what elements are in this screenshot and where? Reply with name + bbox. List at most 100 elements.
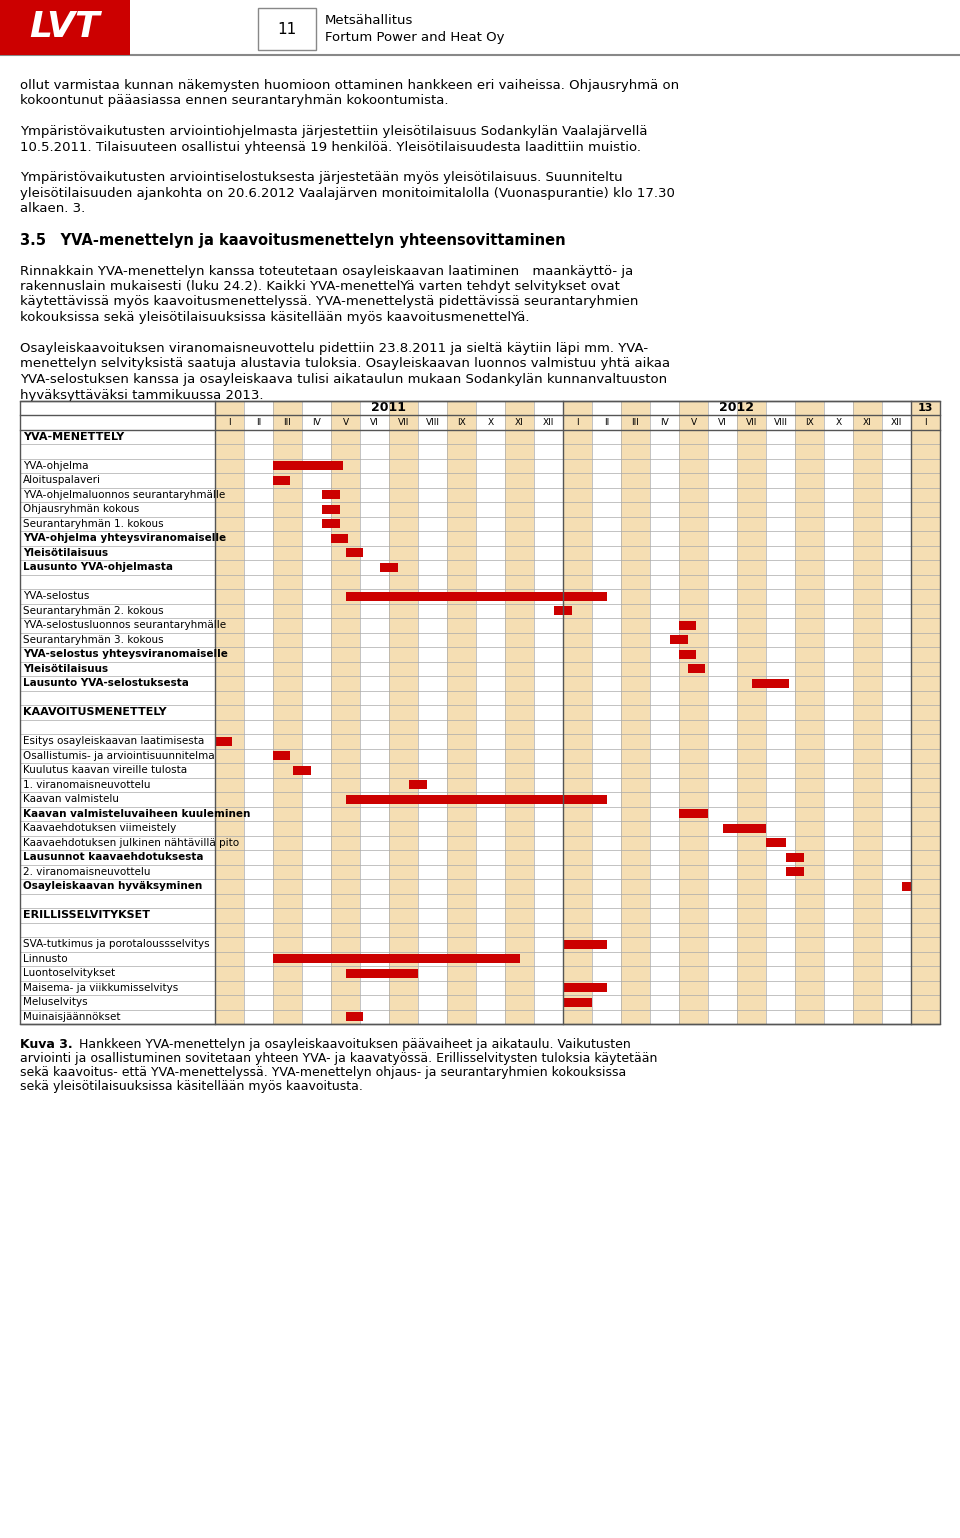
- Bar: [650, 400, 679, 1024]
- Bar: [911, 400, 940, 1024]
- Text: YVA-ohjelma yhteysviranomaiselle: YVA-ohjelma yhteysviranomaiselle: [23, 534, 227, 543]
- Bar: [360, 400, 389, 1024]
- Text: VI: VI: [718, 418, 727, 426]
- Text: 10.5.2011. Tilaisuuteen osallistui yhteensä 19 henkilöä. Yleisötilaisuudesta laa: 10.5.2011. Tilaisuuteen osallistui yhtee…: [20, 140, 641, 154]
- Text: 2. viranomaisneuvottelu: 2. viranomaisneuvottelu: [23, 867, 151, 877]
- Text: Aloituspalaveri: Aloituspalaveri: [23, 475, 101, 486]
- Text: VII: VII: [397, 418, 409, 426]
- Bar: [302, 400, 331, 1024]
- Text: Seurantaryhmän 3. kokous: Seurantaryhmän 3. kokous: [23, 635, 163, 644]
- Bar: [323, 518, 340, 529]
- Text: Osayleiskaavoituksen viranomaisneuvottelu pidettiin 23.8.2011 ja sieltä käytiin : Osayleiskaavoituksen viranomaisneuvottel…: [20, 341, 648, 355]
- Text: Yleisötilaisuus: Yleisötilaisuus: [23, 664, 108, 674]
- Bar: [409, 780, 426, 789]
- Bar: [273, 954, 519, 963]
- Text: Luontoselvitykset: Luontoselvitykset: [23, 969, 115, 978]
- Text: XII: XII: [891, 418, 902, 426]
- Text: kokoontunut pääasiassa ennen seurantaryhmän kokoontumista.: kokoontunut pääasiassa ennen seurantaryh…: [20, 94, 448, 108]
- Text: YVA-selostus yhteysviranomaiselle: YVA-selostus yhteysviranomaiselle: [23, 649, 228, 660]
- Text: I: I: [228, 418, 230, 426]
- Text: käytettävissä myös kaavoitusmenettelyssä. YVA-menettelystä pidettävissä seuranta: käytettävissä myös kaavoitusmenettelyssä…: [20, 295, 638, 309]
- Text: Kuva 3.: Kuva 3.: [20, 1038, 73, 1050]
- Bar: [679, 400, 708, 1024]
- Bar: [795, 400, 824, 1024]
- Text: XI: XI: [516, 418, 524, 426]
- Bar: [554, 606, 572, 615]
- Bar: [853, 400, 882, 1024]
- Text: Ohjausryhmän kokous: Ohjausryhmän kokous: [23, 504, 139, 514]
- Bar: [687, 664, 705, 674]
- Bar: [215, 400, 244, 1024]
- Bar: [563, 940, 607, 949]
- Text: Lausunto YVA-selostuksesta: Lausunto YVA-selostuksesta: [23, 678, 189, 687]
- Bar: [323, 491, 340, 500]
- Text: IV: IV: [312, 418, 321, 426]
- Text: YVA-selostus: YVA-selostus: [23, 591, 89, 601]
- Text: sekä kaavoitus- että YVA-menettelyssä. YVA-menettelyn ohjaus- ja seurantaryhmien: sekä kaavoitus- että YVA-menettelyssä. Y…: [20, 1066, 626, 1080]
- Text: IX: IX: [805, 418, 814, 426]
- Text: Kuulutus kaavan vireille tulosta: Kuulutus kaavan vireille tulosta: [23, 766, 187, 775]
- Text: 3.5 YVA-menettelyn ja kaavoitusmenettelyn yhteensovittaminen: 3.5 YVA-menettelyn ja kaavoitusmenettely…: [20, 234, 565, 249]
- Text: Linnusto: Linnusto: [23, 954, 67, 964]
- Bar: [273, 475, 290, 484]
- Bar: [679, 809, 708, 818]
- Text: Ympäristövaikutusten arviointiohjelmasta järjestettiin yleisötilaisuus Sodankylä: Ympäristövaikutusten arviointiohjelmasta…: [20, 125, 647, 138]
- Text: II: II: [256, 418, 261, 426]
- Bar: [592, 400, 621, 1024]
- Bar: [273, 461, 343, 471]
- Bar: [737, 400, 766, 1024]
- Text: 11: 11: [277, 22, 297, 37]
- Text: I: I: [924, 418, 926, 426]
- Bar: [258, 8, 316, 51]
- Text: YVA-ohjelmaluonnos seurantaryhmälle: YVA-ohjelmaluonnos seurantaryhmälle: [23, 489, 226, 500]
- Text: Muinaisjäännökset: Muinaisjäännökset: [23, 1012, 121, 1021]
- Bar: [418, 400, 447, 1024]
- Text: VII: VII: [746, 418, 757, 426]
- Bar: [323, 504, 340, 514]
- Text: kokouksissa sekä yleisötilaisuuksissa käsitellään myös kaavoitusmenettelYä.: kokouksissa sekä yleisötilaisuuksissa kä…: [20, 311, 530, 325]
- Text: Kaavan valmistelu: Kaavan valmistelu: [23, 794, 119, 804]
- Bar: [670, 635, 687, 644]
- Text: Kaavaehdotuksen julkinen nähtävillä pito: Kaavaehdotuksen julkinen nähtävillä pito: [23, 838, 239, 847]
- Text: sekä yleisötilaisuuksissa käsitellään myös kaavoitusta.: sekä yleisötilaisuuksissa käsitellään my…: [20, 1080, 363, 1094]
- Text: I: I: [576, 418, 579, 426]
- Text: arviointi ja osallistuminen sovitetaan yhteen YVA- ja kaavatyössä. Erillisselvit: arviointi ja osallistuminen sovitetaan y…: [20, 1052, 658, 1064]
- Text: XII: XII: [542, 418, 554, 426]
- Bar: [766, 400, 795, 1024]
- Bar: [346, 969, 418, 978]
- Text: XI: XI: [863, 418, 872, 426]
- Text: VIII: VIII: [774, 418, 787, 426]
- Text: Maisema- ja viikkumisselvitys: Maisema- ja viikkumisselvitys: [23, 983, 179, 992]
- Bar: [389, 400, 418, 1024]
- Text: III: III: [283, 418, 292, 426]
- Bar: [723, 823, 766, 834]
- Bar: [346, 548, 363, 557]
- Text: Esitys osayleiskaavan laatimisesta: Esitys osayleiskaavan laatimisesta: [23, 737, 204, 746]
- Text: Yleisötilaisuus: Yleisötilaisuus: [23, 548, 108, 558]
- Bar: [20, 400, 940, 1024]
- Bar: [346, 1012, 363, 1021]
- Text: Lausunto YVA-ohjelmasta: Lausunto YVA-ohjelmasta: [23, 563, 173, 572]
- Text: Seurantaryhmän 1. kokous: Seurantaryhmän 1. kokous: [23, 518, 163, 529]
- Text: yleisötilaisuuden ajankohta on 20.6.2012 Vaalajärven monitoimitalolla (Vuonaspur: yleisötilaisuuden ajankohta on 20.6.2012…: [20, 188, 675, 200]
- Bar: [902, 881, 911, 891]
- Text: YVA-ohjelma: YVA-ohjelma: [23, 461, 88, 471]
- Text: YVA-MENETTELY: YVA-MENETTELY: [23, 432, 124, 441]
- Text: X: X: [488, 418, 493, 426]
- Bar: [563, 983, 607, 992]
- Text: ERILLISSELVITYKSET: ERILLISSELVITYKSET: [23, 910, 150, 920]
- Text: II: II: [604, 418, 610, 426]
- Bar: [380, 563, 397, 572]
- Text: Kaavaehdotuksen viimeistely: Kaavaehdotuksen viimeistely: [23, 823, 177, 834]
- Text: Lausunnot kaavaehdotuksesta: Lausunnot kaavaehdotuksesta: [23, 852, 204, 863]
- Text: menettelyn selvityksistä saatuja alustavia tuloksia. Osayleiskaavan luonnos valm: menettelyn selvityksistä saatuja alustav…: [20, 357, 670, 371]
- Bar: [273, 751, 290, 760]
- Text: Seurantaryhmän 2. kokous: Seurantaryhmän 2. kokous: [23, 606, 163, 615]
- Text: Osallistumis- ja arviointisuunnitelma: Osallistumis- ja arviointisuunnitelma: [23, 751, 215, 761]
- Text: 13: 13: [918, 403, 933, 412]
- Bar: [786, 867, 804, 877]
- Text: alkaen. 3.: alkaen. 3.: [20, 203, 85, 215]
- Bar: [679, 649, 696, 658]
- Bar: [215, 737, 232, 746]
- Bar: [563, 400, 592, 1024]
